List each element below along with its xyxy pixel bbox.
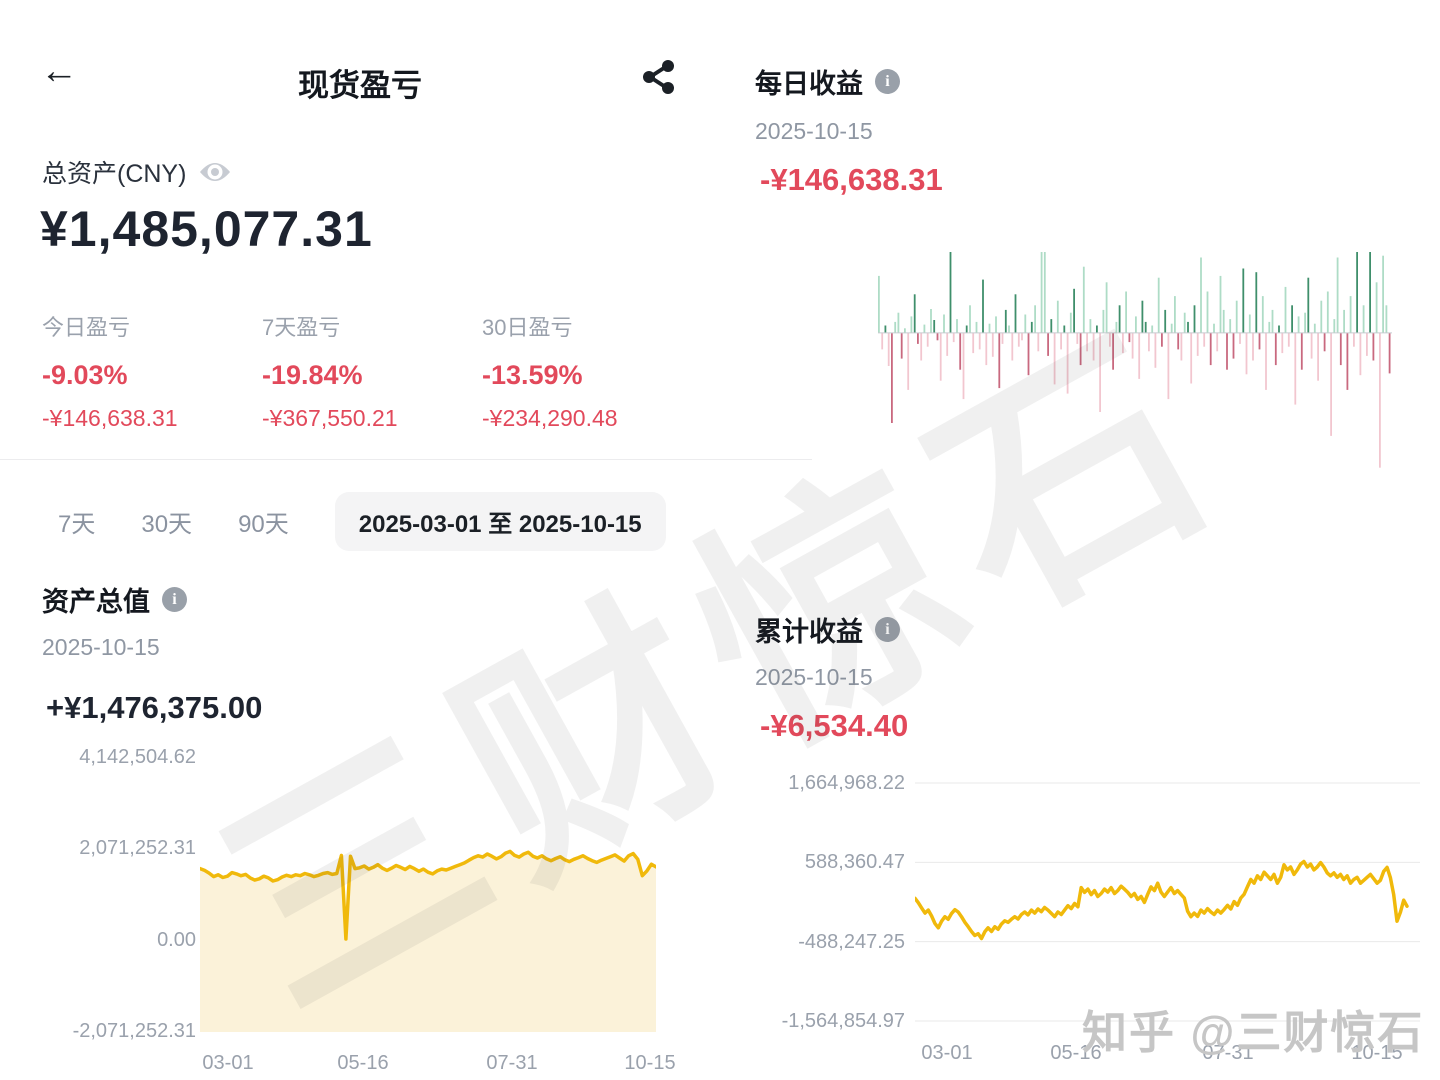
tab-30d[interactable]: 30天 <box>141 511 193 538</box>
tab-custom-range[interactable]: 2025-03-01 至 2025-10-15 <box>334 492 666 551</box>
y-tick: 1,664,968.22 <box>788 772 905 794</box>
info-icon[interactable]: i <box>875 69 900 94</box>
daily-earnings-chart[interactable] <box>878 252 1392 480</box>
y-tick: 4,142,504.62 <box>79 746 196 768</box>
y-tick: 2,071,252.31 <box>79 837 196 859</box>
x-tick: 03-01 <box>921 1042 973 1064</box>
x-tick: 07-31 <box>1202 1042 1254 1064</box>
back-button[interactable]: ← <box>40 50 78 92</box>
stat-amount: -¥146,638.31 <box>42 405 178 431</box>
x-tick: 03-01 <box>202 1052 254 1074</box>
stat-label: 7天盈亏 <box>262 315 341 340</box>
total-assets-row: 总资产(CNY) <box>42 154 232 190</box>
total-value-chart[interactable] <box>200 745 656 1040</box>
total-value-date: 2025-10-15 <box>42 634 160 660</box>
cumulative-earnings-chart[interactable] <box>915 770 1420 1035</box>
cumulative-title: 累计收益 <box>755 617 863 647</box>
stat-today: 今日盈亏 -9.03% -¥146,638.31 <box>42 310 262 432</box>
x-tick: 10-15 <box>624 1052 676 1074</box>
eye-icon[interactable] <box>198 160 232 184</box>
cumulative-date: 2025-10-15 <box>755 664 873 690</box>
section-divider <box>0 459 812 460</box>
share-icon <box>643 60 674 94</box>
cumulative-amount: -¥6,534.40 <box>760 708 909 743</box>
x-tick: 10-15 <box>1351 1042 1403 1064</box>
stat-label: 今日盈亏 <box>42 315 131 340</box>
daily-title: 每日收益 <box>755 69 863 99</box>
tab-90d[interactable]: 90天 <box>238 511 289 538</box>
total-assets-label: 总资产(CNY) <box>42 160 187 188</box>
stat-pct: -19.84% <box>262 360 363 390</box>
y-tick: -1,564,854.97 <box>781 1010 905 1032</box>
total-value-title: 资产总值 <box>42 587 150 617</box>
stat-30d: 30日盈亏 -13.59% -¥234,290.48 <box>482 310 702 432</box>
x-tick: 07-31 <box>486 1052 538 1074</box>
stat-amount: -¥367,550.21 <box>262 405 398 431</box>
info-icon[interactable]: i <box>875 617 900 642</box>
info-icon[interactable]: i <box>162 587 187 612</box>
stat-label: 30日盈亏 <box>482 315 573 340</box>
page-title: 现货盈亏 <box>298 68 422 103</box>
y-tick: -488,247.25 <box>798 931 905 953</box>
stat-pct: -9.03% <box>42 360 128 390</box>
daily-amount: -¥146,638.31 <box>760 162 943 197</box>
daily-header: 每日收益 i <box>755 62 900 101</box>
y-tick: -2,071,252.31 <box>72 1020 196 1042</box>
total-value-amount: +¥1,476,375.00 <box>46 690 263 725</box>
x-tick: 05-16 <box>337 1052 389 1074</box>
cumulative-header: 累计收益 i <box>755 610 900 649</box>
y-tick: 588,360.47 <box>804 851 905 873</box>
y-tick: 0.00 <box>157 929 196 951</box>
stat-amount: -¥234,290.48 <box>482 405 618 431</box>
tab-7d[interactable]: 7天 <box>58 511 96 538</box>
stat-pct: -13.59% <box>482 360 583 390</box>
stat-7d: 7天盈亏 -19.84% -¥367,550.21 <box>262 310 482 432</box>
range-tabs: 7天 30天 90天 2025-03-01 至 2025-10-15 <box>58 492 666 551</box>
share-button[interactable] <box>641 58 677 96</box>
total-assets-value: ¥1,485,077.31 <box>40 201 373 257</box>
daily-date: 2025-10-15 <box>755 118 873 144</box>
x-tick: 05-16 <box>1050 1042 1102 1064</box>
total-value-header: 资产总值 i <box>42 580 187 619</box>
